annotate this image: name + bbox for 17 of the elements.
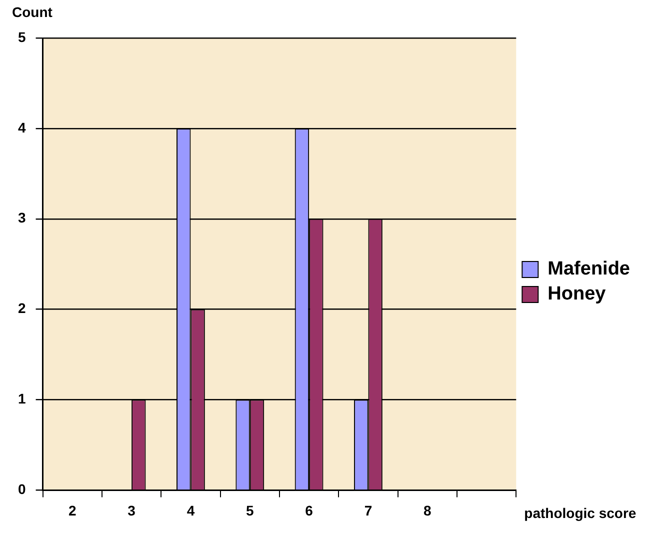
x-tick-label: 3: [128, 502, 136, 518]
y-tick-label: 4: [18, 119, 26, 136]
y-tick-label: 1: [18, 390, 26, 407]
legend-label: Honey: [548, 284, 606, 305]
y-tick-label: 5: [18, 28, 26, 45]
x-axis-title: pathologic score: [524, 505, 636, 522]
x-tick-label: 4: [186, 502, 195, 518]
legend-label: Mafenide: [548, 258, 630, 280]
y-tick-label: 0: [18, 481, 26, 498]
y-tick-label: 3: [18, 210, 26, 226]
x-tick-label: 7: [364, 502, 372, 518]
x-tick-label: 5: [246, 502, 254, 518]
x-tick-label: 8: [424, 502, 432, 518]
x-tick-label: 6: [305, 502, 314, 518]
y-tick-label: 2: [18, 300, 26, 316]
x-tick-label: 2: [68, 502, 76, 518]
y-axis-title: Count: [12, 4, 53, 20]
